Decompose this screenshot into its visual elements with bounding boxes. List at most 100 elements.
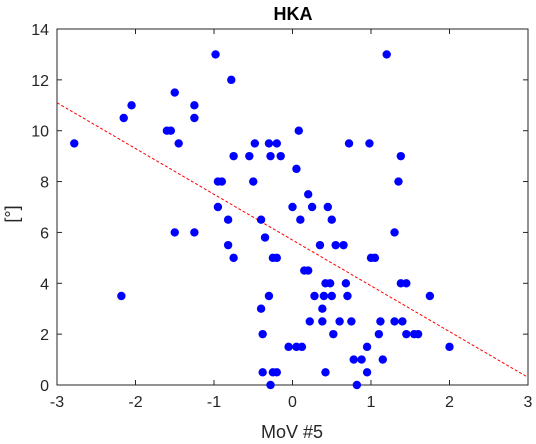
- data-point: [341, 279, 351, 288]
- data-point: [319, 291, 329, 301]
- data-point: [272, 368, 281, 377]
- data-point: [339, 240, 348, 250]
- data-point: [304, 266, 313, 275]
- data-point: [190, 101, 199, 110]
- data-point: [288, 202, 297, 212]
- x-axis-label: MoV #5: [261, 422, 323, 442]
- data-point: [398, 317, 407, 326]
- data-point: [445, 342, 454, 352]
- y-axis-label: [°]: [2, 205, 22, 222]
- data-point: [258, 368, 267, 377]
- x-tick-label: 1: [367, 394, 376, 411]
- data-point: [376, 317, 385, 326]
- data-point: [362, 368, 372, 377]
- data-point: [321, 368, 330, 377]
- data-point: [213, 202, 223, 212]
- data-point: [304, 190, 313, 199]
- y-tick-label: 8: [40, 175, 49, 192]
- data-point: [264, 291, 274, 301]
- regression-line: [56, 102, 529, 378]
- data-point: [396, 151, 406, 161]
- data-point: [307, 202, 317, 212]
- data-point: [119, 113, 128, 123]
- data-point: [344, 139, 354, 148]
- data-point: [365, 139, 374, 148]
- data-point: [250, 139, 260, 148]
- data-point: [378, 355, 387, 364]
- data-point: [229, 253, 238, 263]
- data-point: [266, 151, 275, 161]
- data-point: [402, 329, 411, 339]
- data-point: [352, 380, 362, 390]
- chart-title: HKA: [274, 4, 313, 24]
- data-point: [272, 253, 281, 263]
- data-point: [374, 329, 384, 339]
- data-point: [297, 342, 307, 352]
- data-point: [217, 177, 227, 186]
- data-point: [382, 50, 391, 59]
- data-point: [402, 279, 411, 288]
- data-point: [425, 291, 435, 301]
- data-point: [335, 317, 344, 326]
- y-tick-label: 0: [40, 378, 49, 395]
- y-tick-label: 6: [40, 225, 49, 242]
- data-point: [318, 304, 327, 313]
- y-tick-label: 12: [31, 73, 49, 90]
- data-point: [370, 253, 380, 263]
- data-point: [413, 329, 423, 339]
- data-point: [292, 164, 301, 174]
- data-point: [310, 291, 319, 301]
- data-point: [256, 304, 266, 313]
- data-point: [256, 215, 266, 224]
- x-tick-label: -3: [50, 394, 64, 411]
- y-tick-label: 14: [31, 22, 49, 39]
- data-point: [190, 228, 199, 237]
- y-tick-label: 2: [40, 327, 49, 344]
- data-point: [394, 177, 403, 186]
- data-point: [327, 215, 336, 224]
- data-point: [390, 317, 399, 326]
- data-point: [362, 342, 372, 352]
- data-point: [318, 317, 327, 326]
- data-point: [343, 291, 352, 301]
- x-tick-label: 3: [524, 394, 533, 411]
- data-point: [329, 329, 338, 339]
- data-point: [227, 75, 236, 85]
- data-point: [264, 139, 274, 148]
- data-point: [284, 342, 293, 352]
- data-point: [327, 291, 336, 301]
- data-point: [170, 228, 179, 237]
- data-point: [127, 101, 136, 110]
- data-point: [170, 88, 179, 97]
- data-point: [174, 139, 183, 148]
- data-point: [390, 228, 399, 237]
- data-point: [276, 151, 285, 161]
- data-point: [117, 291, 126, 301]
- x-tick-label: 2: [445, 394, 454, 411]
- data-point: [296, 215, 305, 224]
- data-point: [260, 233, 270, 242]
- y-tick-label: 4: [40, 276, 49, 293]
- x-tick-label: 0: [288, 394, 297, 411]
- data-point: [245, 151, 254, 161]
- data-point: [249, 177, 258, 186]
- data-point: [70, 139, 79, 148]
- data-point: [331, 240, 340, 250]
- data-point: [294, 126, 303, 135]
- x-tick-label: -1: [207, 394, 221, 411]
- data-point: [347, 317, 356, 326]
- data-point: [229, 151, 238, 161]
- data-point: [349, 355, 358, 364]
- data-point: [357, 355, 366, 364]
- y-tick-label: 10: [31, 124, 49, 141]
- data-point: [266, 380, 275, 390]
- data-point: [211, 50, 220, 59]
- data-point: [190, 113, 199, 123]
- data-point: [223, 240, 233, 250]
- x-tick-label: -2: [128, 394, 142, 411]
- data-point: [258, 329, 267, 339]
- data-point: [223, 215, 233, 224]
- data-point: [323, 202, 333, 212]
